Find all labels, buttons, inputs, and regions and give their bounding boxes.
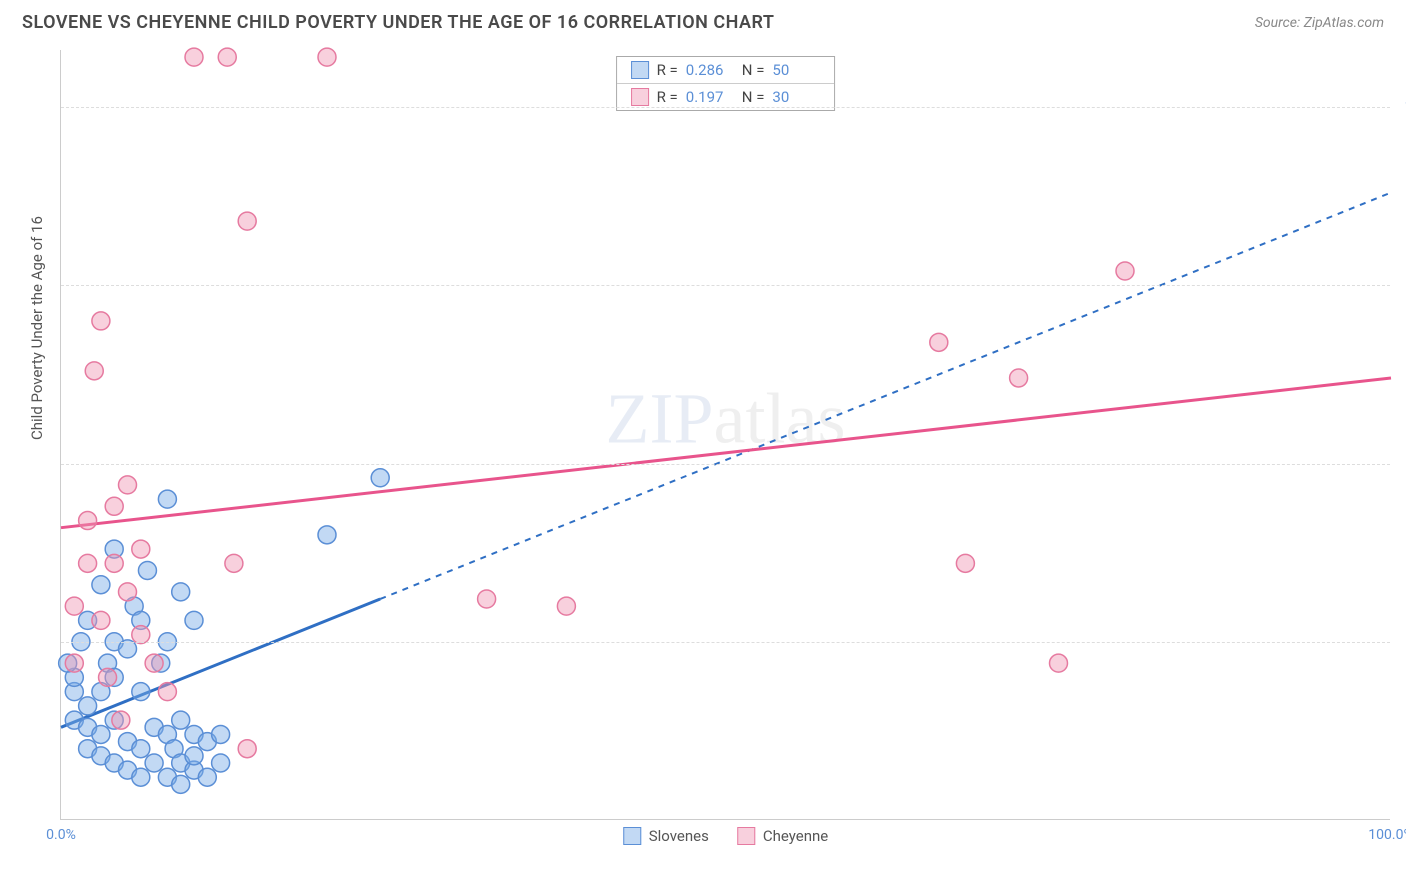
stats-legend: R = 0.286 N = 50 R = 0.197 N = 30 [616,56,836,111]
series-name: Cheyenne [763,827,828,845]
y-tick-label: 50.0% [1395,456,1406,472]
data-point [185,747,203,765]
data-point [172,775,190,793]
data-point [99,668,117,686]
data-point [1010,369,1028,387]
data-point [92,725,110,743]
data-point [65,597,83,615]
legend-swatch [737,827,755,845]
data-point [1116,262,1134,280]
series-legend-item: Cheyenne [737,827,828,845]
data-point [119,583,137,601]
n-value: 50 [772,61,820,79]
legend-swatch [623,827,641,845]
data-point [145,654,163,672]
data-point [132,768,150,786]
n-label: N = [742,61,765,79]
data-point [198,768,216,786]
data-point [79,554,97,572]
source-label: Source: ZipAtlas.com [1255,15,1384,31]
chart-title: SLOVENE VS CHEYENNE CHILD POVERTY UNDER … [22,12,774,33]
data-point [92,611,110,629]
data-point [172,583,190,601]
x-tick-label: 100.0% [1368,827,1406,843]
data-point [145,754,163,772]
gridline [61,285,1390,286]
y-tick-label: 75.0% [1395,277,1406,293]
data-point [138,561,156,579]
r-label: R = [657,61,678,79]
legend-swatch [631,88,649,106]
data-point [238,740,256,758]
trend-line [61,378,1391,528]
data-point [132,683,150,701]
y-tick-label: 25.0% [1395,634,1406,650]
data-point [478,590,496,608]
legend-row: R = 0.286 N = 50 [617,57,835,83]
data-point [79,697,97,715]
data-point [185,611,203,629]
data-point [212,725,230,743]
data-point [1050,654,1068,672]
data-point [105,497,123,515]
data-point [119,476,137,494]
data-point [557,597,575,615]
gridline [61,107,1390,108]
y-tick-label: 100.0% [1395,99,1406,115]
data-point [65,654,83,672]
data-point [92,576,110,594]
scatter-svg [61,50,1390,819]
n-label: N = [742,88,765,106]
r-value: 0.197 [686,88,734,106]
data-point [318,526,336,544]
data-point [92,312,110,330]
r-label: R = [657,88,678,106]
data-point [158,683,176,701]
series-legend: Slovenes Cheyenne [623,827,828,845]
r-value: 0.286 [686,61,734,79]
data-point [172,711,190,729]
x-tick-label: 0.0% [46,827,76,843]
data-point [371,469,389,487]
n-value: 30 [772,88,820,106]
data-point [930,333,948,351]
data-point [956,554,974,572]
chart-plot-area: ZIPatlas R =0.286N =50R =0.197N =30 Slov… [60,50,1390,820]
legend-swatch [631,61,649,79]
series-legend-item: Slovenes [623,827,709,845]
data-point [132,740,150,758]
data-point [212,754,230,772]
data-point [158,490,176,508]
data-point [318,48,336,66]
gridline [61,464,1390,465]
data-point [132,540,150,558]
gridline [61,642,1390,643]
data-point [105,554,123,572]
data-point [85,362,103,380]
data-point [225,554,243,572]
y-axis-title: Child Poverty Under the Age of 16 [28,216,46,440]
data-point [238,212,256,230]
legend-row: R = 0.197 N = 30 [617,83,835,110]
series-name: Slovenes [649,827,709,845]
data-point [112,711,130,729]
data-point [185,48,203,66]
data-point [79,512,97,530]
data-point [218,48,236,66]
